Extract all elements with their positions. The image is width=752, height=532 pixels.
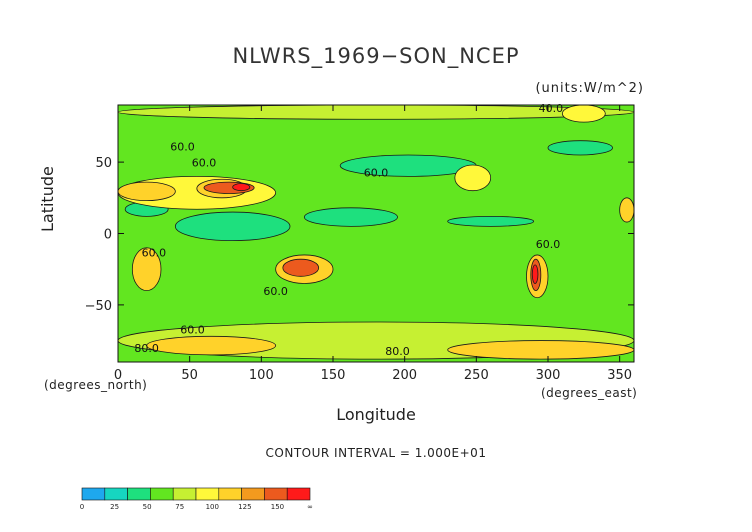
colorbar-swatch [264,487,288,501]
colorbar-tick-label: 0 [80,503,84,511]
contour-label: 60.0 [364,166,389,179]
contour-label: 60.0 [170,141,195,154]
heatmap-cell [547,140,613,156]
chart-title: NLWRS_1969−SON_NCEP [232,44,520,68]
colorbar-swatch [172,487,197,501]
heatmap-cell [447,215,535,227]
x-tick-label: 300 [536,368,561,383]
heatmap-cell [303,207,398,227]
x-axis-label: Longitude [336,405,416,424]
heatmap-cell [174,211,291,242]
heatmap-cell [561,104,606,123]
x-tick-label: 150 [321,368,346,383]
x-tick-label: 0 [114,368,122,383]
colorbar-swatch [104,487,128,501]
y-tick-label: 0 [104,228,112,243]
heatmap-cell [619,197,635,223]
colorbar-tick-label: 125 [238,503,251,511]
colorbar-tick-label: 100 [206,503,219,511]
heatmap-cell [454,164,492,192]
heatmap-cell [232,183,251,192]
colorbar-swatch [81,487,106,501]
contour-label: 60.0 [192,156,217,169]
colorbar-tick-label: 50 [143,503,152,511]
contour-label: 60.0 [142,246,167,259]
x-tick-label: 350 [607,368,632,383]
colorbar-swatch [150,487,174,501]
x-tick-label: 50 [181,368,198,383]
colorbar-swatch [241,487,265,501]
x-axis-note: (degrees_east) [541,386,638,400]
y-tick-label: 50 [95,156,112,171]
colorbar-tick-label: ∞ [307,503,313,511]
y-tick-label: −50 [85,299,112,314]
heatmap-cell [282,258,320,277]
contour-label: 60.0 [263,285,288,298]
heatmap-cell [146,335,277,356]
heatmap-cell [131,247,162,292]
contour-label: 60.0 [180,323,205,336]
heatmap-cell [531,264,539,284]
y-axis-note: (degrees_north) [44,378,148,392]
contour-interval-text: CONTOUR INTERVAL = 1.000E+01 [265,446,487,460]
colorbar-swatch [127,487,151,501]
contour-label: 80.0 [385,345,410,358]
x-tick-label: 250 [464,368,489,383]
colorbar-tick-label: 25 [110,503,119,511]
heatmap-cell [447,340,635,360]
colorbar-tick-label: 150 [271,503,284,511]
units-label: (units:W/m^2) [535,81,644,96]
colorbar-swatch [218,487,242,501]
x-tick-label: 200 [392,368,417,383]
colorbar-swatch [286,487,311,501]
x-tick-label: 100 [249,368,274,383]
colorbar-tick-label: 75 [175,503,184,511]
contour-label: 60.0 [536,238,561,251]
heatmap-cell [117,181,176,202]
colorbar-swatch [195,487,220,501]
contour-label: 80.0 [134,342,159,355]
contour-label: 40.0 [539,102,564,115]
